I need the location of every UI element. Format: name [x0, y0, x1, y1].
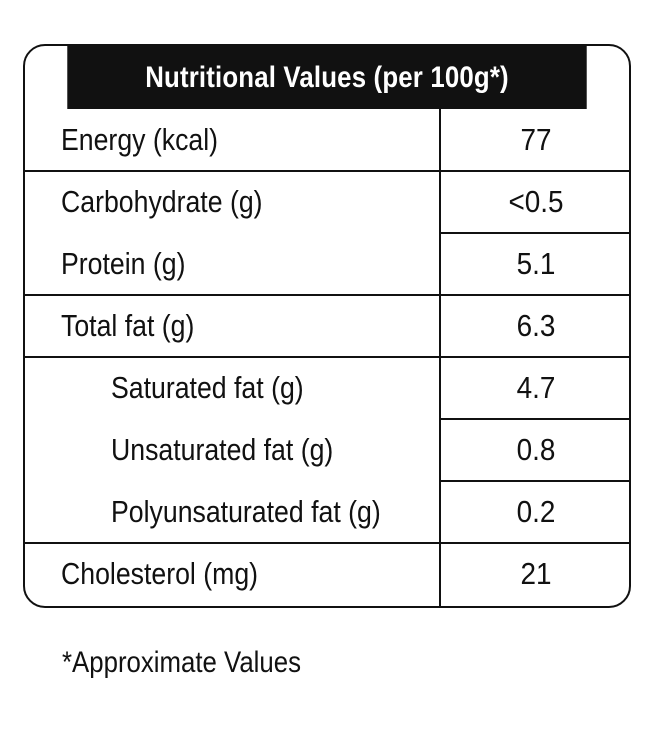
column-divider [439, 109, 441, 606]
table-header-title: Nutritional Values (per 100g*) [67, 46, 587, 109]
row-value-polyunsaturated-fat: 0.2 [516, 494, 556, 529]
row-label-unsaturated-fat: Unsaturated fat (g) [111, 432, 334, 467]
row-label-saturated-fat: Saturated fat (g) [111, 370, 304, 405]
row-value-total-fat: 6.3 [516, 308, 556, 343]
row-divider [25, 294, 629, 296]
value-row-divider [439, 232, 629, 234]
row-label-total-fat: Total fat (g) [61, 308, 195, 343]
value-row-divider [439, 418, 629, 420]
row-divider [25, 170, 629, 172]
row-value-carbohydrate: <0.5 [508, 184, 564, 219]
row-value-protein: 5.1 [516, 246, 556, 281]
row-divider [25, 356, 629, 358]
value-row-divider [439, 480, 629, 482]
nutrition-table: Nutritional Values (per 100g*) Energy (k… [23, 44, 631, 608]
row-label-carbohydrate: Carbohydrate (g) [61, 184, 263, 219]
row-label-cholesterol: Cholesterol (mg) [61, 556, 259, 591]
row-divider [25, 542, 629, 544]
row-label-energy: Energy (kcal) [61, 122, 219, 157]
row-value-unsaturated-fat: 0.8 [516, 432, 556, 467]
row-value-energy: 77 [520, 122, 552, 157]
row-value-cholesterol: 21 [520, 556, 552, 591]
row-label-protein: Protein (g) [61, 246, 186, 281]
row-label-polyunsaturated-fat: Polyunsaturated fat (g) [111, 494, 381, 529]
footnote: *Approximate Values [62, 646, 302, 679]
row-value-saturated-fat: 4.7 [516, 370, 556, 405]
